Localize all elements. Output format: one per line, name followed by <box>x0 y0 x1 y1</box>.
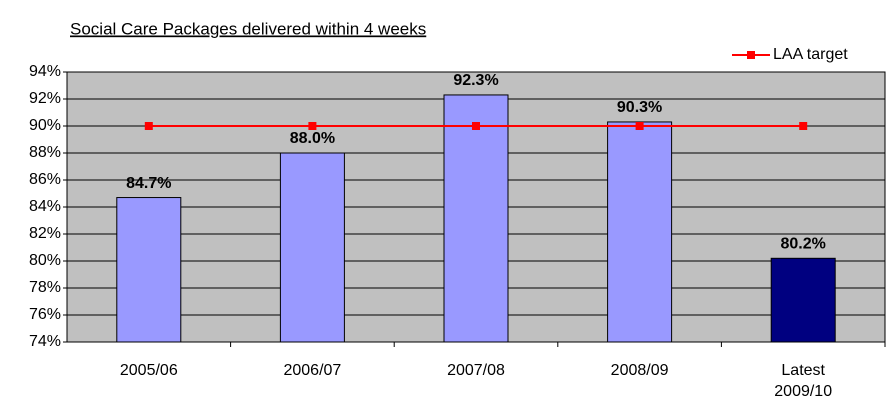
data-label: 80.2% <box>781 236 826 253</box>
y-tick-label: 74% <box>29 333 61 350</box>
target-marker <box>472 122 480 130</box>
x-tick-label: 2007/08 <box>447 362 505 379</box>
x-tick-label: 2005/06 <box>119 362 178 379</box>
data-label: 88.0% <box>290 130 335 147</box>
chart-title: Social Care Packages delivered within 4 … <box>70 19 426 38</box>
bar <box>770 257 836 343</box>
data-label: 92.3% <box>453 72 498 89</box>
bar <box>116 197 182 343</box>
y-tick-label: 80% <box>29 252 61 269</box>
x-tick-label: 2006/07 <box>283 362 342 379</box>
y-tick-label: 82% <box>29 225 61 242</box>
y-tick-label: 76% <box>29 306 61 323</box>
data-label: 84.7% <box>126 175 171 192</box>
y-tick-label: 94% <box>29 63 61 80</box>
y-tick-label: 84% <box>29 198 61 215</box>
legend-label: LAA target <box>773 46 848 63</box>
bar <box>279 152 345 343</box>
bar <box>443 94 509 343</box>
target-marker <box>308 122 317 130</box>
target-marker <box>144 122 153 130</box>
x-tick-label: 2008/09 <box>610 362 669 379</box>
target-marker <box>799 122 808 130</box>
y-tick-label: 86% <box>29 171 61 188</box>
y-tick-label: 88% <box>29 144 61 161</box>
target-marker <box>635 122 644 130</box>
x-tick-label: Latest 2009/10 <box>774 362 833 400</box>
y-tick-label: 92% <box>29 90 61 107</box>
legend-marker <box>747 51 755 59</box>
bar <box>607 121 673 343</box>
y-tick-label: 90% <box>29 117 61 134</box>
y-tick-label: 78% <box>29 279 61 296</box>
data-label: 90.3% <box>617 99 662 116</box>
